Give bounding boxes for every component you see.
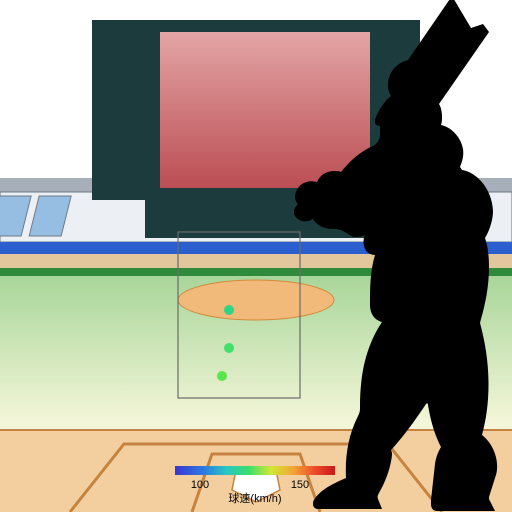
legend-tick-label: 100 xyxy=(191,479,209,491)
scoreboard-screen xyxy=(160,32,370,188)
pitch-marker xyxy=(224,305,234,315)
legend-tick-label: 150 xyxy=(291,479,309,491)
pitchers-mound xyxy=(178,280,334,320)
pitch-marker xyxy=(224,343,234,353)
legend-title: 球速(km/h) xyxy=(228,491,281,505)
pitch-marker xyxy=(217,371,227,381)
speed-legend-bar xyxy=(175,466,335,475)
pitch-chart: 100 150 球速(km/h) xyxy=(0,0,512,512)
